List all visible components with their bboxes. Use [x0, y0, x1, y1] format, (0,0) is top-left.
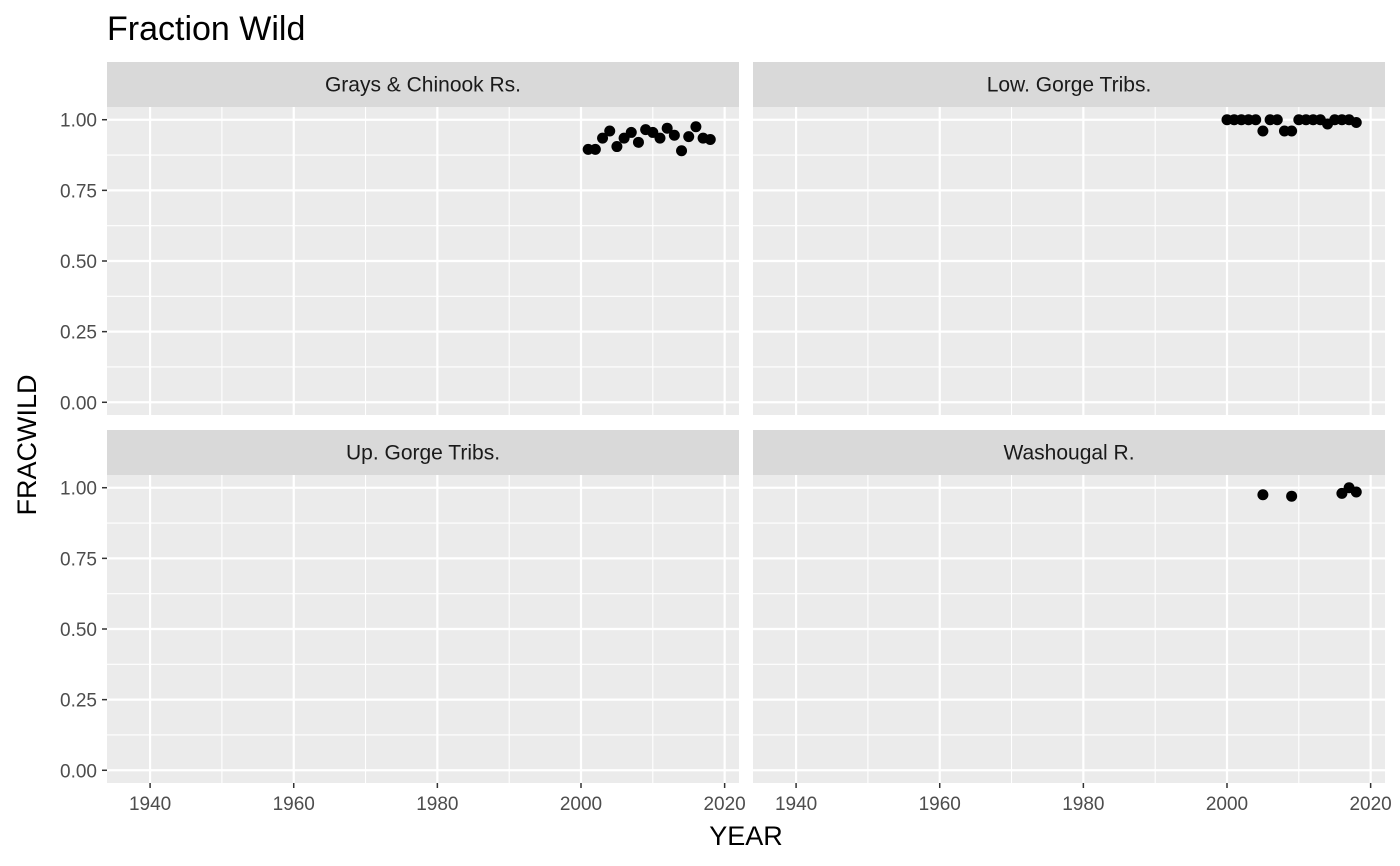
x-tick-label: 1940 [775, 794, 817, 815]
y-tick-label: 1.00 [60, 111, 97, 132]
chart-title: Fraction Wild [107, 10, 305, 48]
x-tick-label: 2020 [1349, 794, 1391, 815]
facet-strip [753, 62, 1385, 107]
x-tick-label: 1980 [416, 794, 458, 815]
data-point [1350, 486, 1362, 498]
y-tick-label: 0.00 [60, 761, 97, 782]
facet-panels: Grays & Chinook Rs. 0.00 0.25 0.50 0.75 1.00 L… [60, 62, 1392, 815]
facet-panel: Washougal R. 1940 1960 1980 2000 2020 [753, 430, 1392, 815]
facet-strip-label: Grays & Chinook Rs. [325, 74, 521, 97]
data-point [625, 126, 637, 138]
y-tick-label: 0.75 [60, 181, 97, 202]
y-tick-label: 0.25 [60, 691, 97, 712]
x-axis-title: YEAR [709, 821, 783, 851]
facet-panel: Up. Gorge Tribs. 0.00 0.25 0.50 0.75 1.00 1940… [60, 430, 746, 815]
data-point [690, 121, 702, 133]
data-point [704, 133, 716, 145]
data-point [676, 145, 688, 157]
y-tick-label: 0.25 [60, 323, 97, 344]
data-point [683, 131, 695, 143]
y-tick-label: 0.50 [60, 252, 97, 273]
facet-strip-label: Washougal R. [1003, 442, 1134, 465]
x-tick-label: 1940 [129, 794, 171, 815]
data-point [632, 136, 644, 148]
data-point [1286, 125, 1298, 137]
y-tick-label: 0.50 [60, 620, 97, 641]
facet-panel: Grays & Chinook Rs. 0.00 0.25 0.50 0.75 1.00 [60, 62, 739, 415]
facet-strip [753, 430, 1385, 475]
data-point [589, 143, 601, 155]
y-tick-label: 0.75 [60, 549, 97, 570]
data-point [604, 125, 616, 137]
y-tick-label: 1.00 [60, 479, 97, 500]
data-point [1350, 117, 1362, 129]
facet-strip-label: Low. Gorge Tribs. [987, 74, 1152, 97]
x-tick-label: 2000 [1206, 794, 1248, 815]
data-point [1257, 125, 1269, 137]
data-point [597, 132, 609, 144]
data-point [1250, 114, 1262, 126]
x-tick-label: 1960 [919, 794, 961, 815]
facet-strip-label: Up. Gorge Tribs. [346, 442, 500, 465]
data-point [661, 122, 673, 134]
x-tick-label: 1960 [273, 794, 315, 815]
data-point [668, 129, 680, 141]
y-tick-label: 0.00 [60, 393, 97, 414]
data-point [1257, 489, 1269, 501]
x-tick-label: 2000 [560, 794, 602, 815]
data-point [611, 141, 623, 153]
y-axis-title: FRACWILD [12, 375, 42, 516]
data-point [1286, 490, 1298, 502]
facet-panel: Low. Gorge Tribs. [753, 62, 1385, 415]
x-tick-label: 2020 [703, 794, 745, 815]
x-tick-label: 1980 [1062, 794, 1104, 815]
data-point [1271, 114, 1283, 126]
facet-strip [107, 430, 739, 475]
facet-strip [107, 62, 739, 107]
data-point [654, 132, 666, 144]
